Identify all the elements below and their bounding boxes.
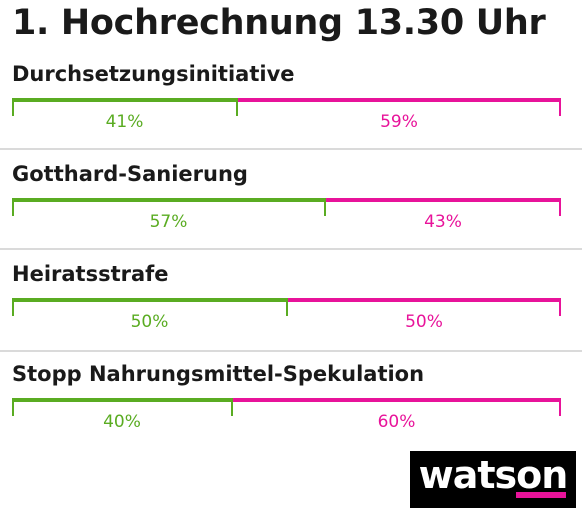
vote-result: Stopp Nahrungsmittel-Spekulation 40% 60% [0,362,582,462]
page-title: 1. Hochrechnung 13.30 Uhr [12,3,546,43]
vote-result: Gotthard-Sanierung 57% 43% [0,162,582,262]
vote-result: Durchsetzungsinitiative 41% 59% [0,62,582,162]
bar-end-tick [559,98,561,116]
result-bar: 50% 50% [12,298,561,332]
section-divider [0,148,582,150]
no-percent-label: 59% [380,112,418,132]
bar-start-tick [12,98,14,116]
watson-logo: watson [410,451,576,508]
yes-bar [12,198,325,202]
section-divider [0,350,582,352]
result-bar: 40% 60% [12,398,561,432]
no-percent-label: 60% [377,412,416,432]
result-bar: 57% 43% [12,198,561,232]
no-percent-label: 43% [424,212,462,232]
bar-end-tick [559,398,561,416]
vote-result: Heiratsstrafe 50% 50% [0,262,582,362]
yes-percent-label: 57% [149,212,188,232]
bar-start-tick [12,298,14,316]
bar-split-tick [324,198,326,216]
section-divider [0,248,582,250]
yes-bar [12,298,287,302]
yes-percent-label: 41% [105,112,144,132]
vote-title: Gotthard-Sanierung [12,162,248,186]
yes-percent-label: 50% [130,312,169,332]
no-bar [232,398,561,402]
result-bar: 41% 59% [12,98,561,132]
bar-end-tick [559,298,561,316]
bar-split-tick [236,98,238,116]
vote-title: Stopp Nahrungsmittel-Spekulation [12,362,425,386]
no-bar [237,98,561,102]
bar-end-tick [559,198,561,216]
bar-start-tick [12,398,14,416]
logo-text: watson [418,453,569,497]
bar-split-tick [231,398,233,416]
no-percent-label: 50% [405,312,443,332]
bar-split-tick [286,298,288,316]
vote-title: Durchsetzungsinitiative [12,62,295,86]
vote-title: Heiratsstrafe [12,262,169,286]
bar-start-tick [12,198,14,216]
no-bar [325,198,561,202]
yes-bar [12,398,232,402]
no-bar [287,298,561,302]
yes-percent-label: 40% [103,412,141,432]
yes-bar [12,98,237,102]
logo-underline [516,492,566,498]
